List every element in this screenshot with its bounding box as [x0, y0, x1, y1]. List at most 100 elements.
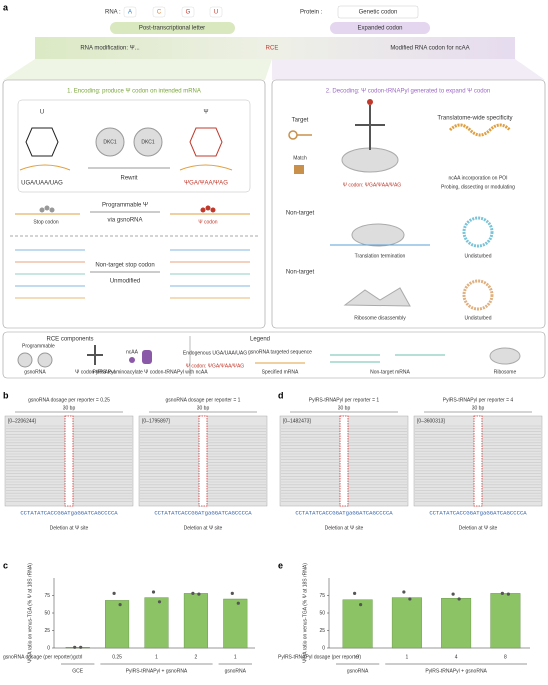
non-target: Non-target stop codon	[95, 263, 154, 269]
range: [0–3600313]	[417, 418, 445, 424]
panel-label: e	[278, 560, 283, 570]
ncaa: ncAA	[126, 349, 139, 355]
box	[337, 5, 419, 19]
replicate-dot	[79, 645, 83, 649]
legend-item: Ribosome	[494, 369, 517, 375]
inset	[17, 99, 251, 193]
replicate-dot	[191, 591, 195, 596]
panel-label: a	[3, 2, 9, 12]
bar	[391, 597, 422, 649]
deletion	[339, 415, 349, 507]
enzyme	[17, 352, 33, 368]
replicate-dot	[157, 600, 162, 604]
bar	[65, 647, 90, 649]
ncaa	[129, 357, 135, 363]
programmable: Programmable Ψ	[102, 203, 148, 209]
deletion	[198, 415, 208, 507]
row-middle: Ψ codon: ΨGA/ΨAA/ΨAG	[343, 182, 402, 188]
letter-boxes	[123, 6, 223, 18]
x-tick-label: 0.25	[112, 654, 122, 660]
deletion	[64, 415, 74, 507]
y-tick-label: 0	[47, 645, 50, 651]
pylrs: PylRS to aminoacylate Ψ codon-tRNAPyl wi…	[92, 369, 208, 375]
legend-item: Endogenous UGA/UAA/UAG	[183, 350, 247, 356]
trna	[355, 105, 385, 150]
encoding-title: 1. Encoding: produce Ψ codon on intended…	[67, 89, 201, 95]
pylrs	[142, 350, 152, 364]
group-label: gsnoRNA	[347, 668, 369, 674]
sequence: CCTATATCACCGGATgaGGATCAGCCCCA	[429, 509, 527, 516]
protein-label: Protein :	[300, 10, 323, 16]
protein-caption: Expanded codon	[357, 26, 402, 32]
row-outcome: Undisturbed	[465, 253, 492, 259]
programmable: Programmable	[22, 343, 55, 349]
y-axis-label: ΨGA ratio on venus-TGA (% Ψ at 18S rRNA)	[302, 563, 308, 663]
letter: A	[128, 10, 132, 16]
base: U	[40, 110, 44, 116]
sequence: CCTATATCACCGGATgaGGATCAGCCCCA	[295, 509, 393, 516]
replicate-dot	[408, 597, 412, 601]
band-center: RCE	[266, 46, 279, 52]
x-tick-label: 1	[234, 654, 237, 660]
codons: UGA/UAA/UAG	[21, 181, 63, 187]
x-tick-label: gctrl	[73, 654, 82, 660]
row-middle: Ribosome disassembly	[354, 315, 406, 321]
range: [0–1482473]	[283, 418, 311, 424]
track-title: gsnoRNA dosage per reporter = 1	[166, 397, 241, 403]
bar	[441, 598, 472, 649]
base: Ψ	[203, 110, 208, 116]
letter: G	[186, 10, 191, 16]
replicate-dot	[197, 592, 201, 596]
replicate-dot	[151, 590, 156, 594]
panel-label: d	[278, 390, 284, 400]
y-tick-label: 0	[322, 645, 325, 651]
enzyme	[133, 127, 163, 157]
row-outcome: Probing, dissecting or modulating	[441, 184, 515, 190]
legend-title: Legend	[250, 337, 270, 343]
ribosome	[341, 147, 399, 173]
bar	[342, 599, 373, 649]
track-title: PylRS-tRNAPyl per reporter = 1	[309, 397, 380, 403]
x-tick-label: 0	[356, 654, 359, 660]
letter: U	[214, 10, 218, 16]
funnel	[3, 59, 272, 80]
scale-label: 30 bp	[63, 405, 76, 411]
x-tick-label: 4	[455, 654, 458, 660]
stop-codon: Stop codon	[33, 219, 59, 225]
replicate-dot	[230, 591, 234, 596]
codon-dots	[200, 205, 216, 213]
ncaa	[367, 99, 373, 105]
legend-item: gsnoRNA targeted sequence	[248, 349, 312, 355]
row-top: Translatome-wide specificity	[437, 116, 512, 122]
letter: C	[157, 10, 162, 16]
replicate-dot	[112, 591, 116, 596]
replicate-dot	[73, 645, 77, 649]
track-title: gsnoRNA dosage per reporter = 0.25	[28, 397, 110, 403]
y-tick-label: 50	[319, 610, 325, 616]
x-tick-label: 1	[405, 654, 408, 660]
y-axis-label: ΨGA ratio on venus-TGA (% Ψ at 18S rRNA)	[27, 563, 33, 663]
replicate-dot	[359, 603, 363, 607]
rna-caption: Post-transcriptional letter	[139, 26, 205, 32]
x-tick-label: 1	[155, 654, 158, 660]
row-outcome: ncAA incorporation on POI	[449, 175, 508, 181]
band-right: Modified RNA codon for ncAA	[390, 46, 469, 52]
deletion	[473, 415, 483, 507]
bar	[183, 593, 208, 649]
row-label: Target	[292, 118, 309, 124]
group-label: GCE	[72, 668, 84, 674]
row-label: Non-target	[286, 270, 315, 276]
sequence: CCTATATCACCGGATgaGGATCAGCCCCA	[20, 509, 118, 516]
note: Deletion at Ψ site	[184, 525, 223, 531]
row-label: PylRS-tRNAPyl dosage (per reporter)	[278, 654, 361, 660]
trna	[87, 345, 103, 365]
bar	[223, 598, 248, 649]
mrna-lines	[15, 249, 250, 299]
replicate-dot	[451, 592, 455, 596]
replicate-dot	[118, 603, 122, 607]
rna-label: RNA :	[105, 10, 121, 16]
trna: Ψ codon-tRNAPyl	[75, 369, 115, 375]
via: via gsnoRNA	[107, 218, 142, 224]
range: [0–2206244]	[8, 418, 36, 424]
